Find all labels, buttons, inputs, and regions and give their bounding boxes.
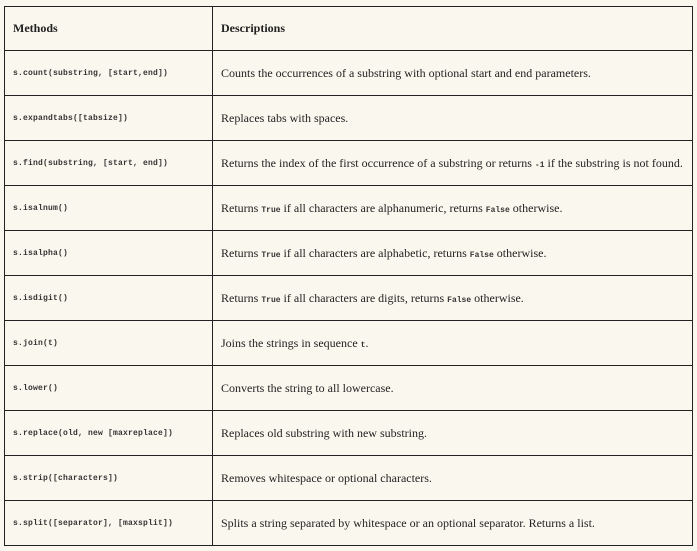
table-row: s.strip([characters]) Removes whitespace … [4,455,693,501]
header-methods: Methods [4,6,213,51]
header-descriptions: Descriptions [212,6,693,51]
description-text: Replaces tabs with spaces. [221,110,349,125]
description-cell: Converts the string to all lowercase. [212,365,693,411]
table-row: s.isdigit() Returns True if all character… [4,275,693,321]
inline-code: False [485,205,510,215]
description-text: . [365,335,369,350]
description-text: Returns the index of the first occurrenc… [221,155,535,170]
description-text: Removes whitespace or optional character… [221,470,432,485]
table-row: s.split([separator], [maxsplit]) Splits a… [4,500,693,546]
description-text: otherwise. [471,290,524,305]
table-row: s.find(substring, [start, end]) Returns t… [4,140,693,186]
header-row: Methods Descriptions [4,6,693,51]
method-cell: s.lower() [4,365,213,411]
description-text: Returns [221,200,262,215]
description-text: if the substring is not found. [544,155,683,170]
method-cell: s.find(substring, [start, end]) [4,140,213,186]
description-text: if all characters are digits, returns [280,290,448,305]
description-text: if all characters are alphabetic, return… [280,245,470,260]
inline-code: -1 [534,160,545,170]
method-cell: s.split([separator], [maxsplit]) [4,500,213,546]
method-cell: s.strip([characters]) [4,455,213,501]
method-cell: s.isalnum() [4,185,213,231]
description-cell: Returns True if all characters are alpha… [212,185,693,231]
inline-code: True [261,295,281,305]
inline-code: False [447,295,472,305]
description-cell: Splits a string separated by whitespace … [212,500,693,546]
description-cell: Counts the occurrences of a substring wi… [212,50,693,96]
method-cell: s.isdigit() [4,275,213,321]
description-text: Replaces old substring with new substrin… [221,425,427,440]
description-cell: Joins the strings in sequence t. [212,320,693,366]
table-row: s.replace(old, new [maxreplace]) Replaces… [4,410,693,456]
table-row: s.expandtabs([tabsize]) Replaces tabs wit… [4,95,693,141]
table-row: s.isalpha() Returns True if all character… [4,230,693,276]
table-row: s.count(substring, [start,end]) Counts th… [4,50,693,96]
method-cell: s.replace(old, new [maxreplace]) [4,410,213,456]
inline-code: False [469,250,494,260]
description-cell: Removes whitespace or optional character… [212,455,693,501]
description-text: Counts the occurrences of a substring wi… [221,65,591,80]
description-cell: Returns the index of the first occurrenc… [212,140,693,186]
description-text: Returns [221,245,262,260]
table-row: s.join(t) Joins the strings in sequence t… [4,320,693,366]
table-row: s.isalnum() Returns True if all character… [4,185,693,231]
description-cell: Returns True if all characters are digit… [212,275,693,321]
method-cell: s.join(t) [4,320,213,366]
description-text: Returns [221,290,262,305]
description-text: if all characters are alphanumeric, retu… [280,200,486,215]
description-text: otherwise. [493,245,547,260]
inline-code: True [261,205,281,215]
description-text: otherwise. [509,200,563,215]
inline-code: True [261,250,281,260]
description-cell: Replaces tabs with spaces. [212,95,693,141]
description-text: Joins the strings in sequence [221,335,361,350]
table-row: s.lower() Converts the string to all lowe… [4,365,693,411]
inline-code: t [360,340,366,350]
method-cell: s.isalpha() [4,230,213,276]
description-cell: Returns True if all characters are alpha… [212,230,693,276]
description-cell: Replaces old substring with new substrin… [212,410,693,456]
string-methods-table: Methods Descriptions s.count(substring, … [4,6,693,546]
method-cell: s.count(substring, [start,end]) [4,50,213,96]
description-text: Converts the string to all lowercase. [221,380,394,395]
method-cell: s.expandtabs([tabsize]) [4,95,213,141]
description-text: Splits a string separated by whitespace … [221,515,595,530]
